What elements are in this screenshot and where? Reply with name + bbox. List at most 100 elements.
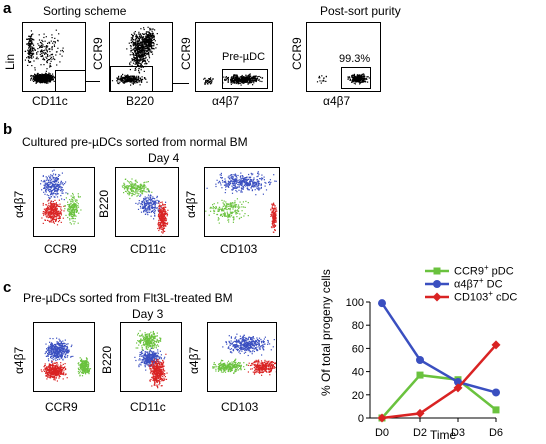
scatter-dot: [252, 180, 254, 182]
scatter-dot: [54, 41, 56, 43]
scatter-dot: [225, 203, 227, 205]
scatter-dot: [142, 38, 144, 40]
scatter-dot: [143, 38, 146, 40]
scatter-dot: [72, 207, 74, 209]
scatter-dot: [124, 186, 126, 188]
scatter-dot: [142, 207, 144, 209]
scatter-dot: [233, 218, 235, 220]
scatter-dot: [137, 43, 139, 45]
scatter-dot: [238, 182, 240, 184]
scatter-dot: [135, 44, 137, 46]
scatter-dot: [270, 213, 272, 216]
scatter-dot: [37, 77, 39, 79]
scatter-dot: [133, 41, 135, 44]
scatter-dot: [258, 78, 260, 80]
scatter-dot: [37, 43, 39, 45]
scatter-dot: [139, 37, 141, 39]
scatter-dot: [208, 79, 210, 81]
scatter-dot: [47, 76, 49, 78]
scatter-dot: [237, 183, 239, 186]
scatter-dot: [233, 181, 235, 183]
scatter-dot: [148, 189, 150, 192]
scatter-dot: [349, 79, 351, 81]
scatter-dot: [128, 80, 131, 82]
scatter-dot: [68, 215, 70, 217]
scatter-dot: [225, 78, 227, 80]
scatter-dot: [165, 206, 167, 208]
scatter-dot: [141, 81, 143, 83]
scatter-dot: [48, 207, 50, 210]
scatter-dot: [135, 179, 137, 181]
scatter-dot: [26, 38, 28, 40]
scatter-dot: [49, 184, 51, 186]
scatter-dot: [67, 355, 69, 357]
scatter-dot: [138, 48, 140, 50]
scatter-dot: [136, 181, 138, 183]
scatter-dot: [50, 219, 52, 221]
scatter-dot: [147, 212, 149, 214]
scatter-dot: [124, 74, 126, 76]
scatter-dot: [223, 214, 225, 216]
scatter-dot: [273, 220, 275, 222]
scatter-dot: [147, 42, 149, 44]
scatter-dot: [230, 203, 232, 205]
scatter-dot: [228, 213, 230, 215]
scatter-dot: [59, 351, 61, 353]
scatter-dot: [153, 201, 155, 203]
scatter-dot: [162, 218, 164, 220]
scatter-dot: [143, 202, 145, 204]
scatter-dot: [224, 181, 226, 183]
scatter-dot: [53, 45, 56, 47]
scatter-dot: [271, 215, 273, 217]
scatter-dot: [152, 210, 154, 212]
scatter-dot: [44, 75, 46, 77]
scatter-dot: [53, 177, 55, 179]
scatter-dot: [49, 213, 51, 215]
scatter-dot: [41, 217, 43, 219]
scatter-dot: [208, 214, 210, 216]
scatter-dot: [52, 56, 54, 58]
scatter-dot: [275, 207, 277, 209]
scatter-dot: [127, 188, 129, 190]
scatter-dot: [144, 42, 146, 44]
scatter-dot: [58, 205, 60, 207]
scatter-dot: [70, 212, 72, 215]
scatter-dot: [255, 182, 257, 184]
scatter-dot: [256, 183, 258, 185]
scatter-dot: [131, 59, 133, 62]
scatter-dot: [264, 185, 266, 187]
scatter-dot: [234, 78, 236, 80]
scatter-dot: [53, 80, 55, 82]
scatter-dot: [161, 227, 163, 229]
scatter-dot: [162, 222, 164, 224]
scatter-dot: [37, 74, 39, 76]
scatter-dot: [155, 47, 157, 49]
scatter-dot: [61, 188, 63, 191]
scatter-dot: [136, 58, 138, 60]
scatter-dot: [158, 224, 160, 226]
scatter-dot: [159, 212, 161, 214]
scatter-dot: [227, 186, 229, 188]
scatter-dot: [47, 78, 50, 80]
scatter-dot: [215, 208, 217, 210]
scatter-dot: [157, 223, 159, 225]
scatter-dot: [146, 46, 148, 48]
scatter-dot: [234, 202, 236, 204]
scatter-dot: [245, 77, 247, 79]
scatter-dot: [54, 206, 57, 208]
scatter-dot: [147, 37, 149, 39]
scatter-dot: [117, 78, 119, 80]
scatter-dot: [132, 76, 134, 78]
scatter-dot: [273, 208, 275, 210]
scatter-dot: [222, 181, 224, 183]
scatter-dot: [30, 39, 32, 41]
scatter-dot: [56, 189, 58, 191]
scatter-dot: [234, 185, 236, 187]
scatter-dot: [49, 208, 51, 210]
scatter-dot: [143, 53, 146, 56]
scatter-dot: [147, 52, 150, 54]
scatter-dot: [48, 199, 50, 201]
scatter-dot: [52, 183, 54, 186]
scatter-dot: [65, 181, 67, 183]
scatter-dot: [134, 45, 137, 47]
